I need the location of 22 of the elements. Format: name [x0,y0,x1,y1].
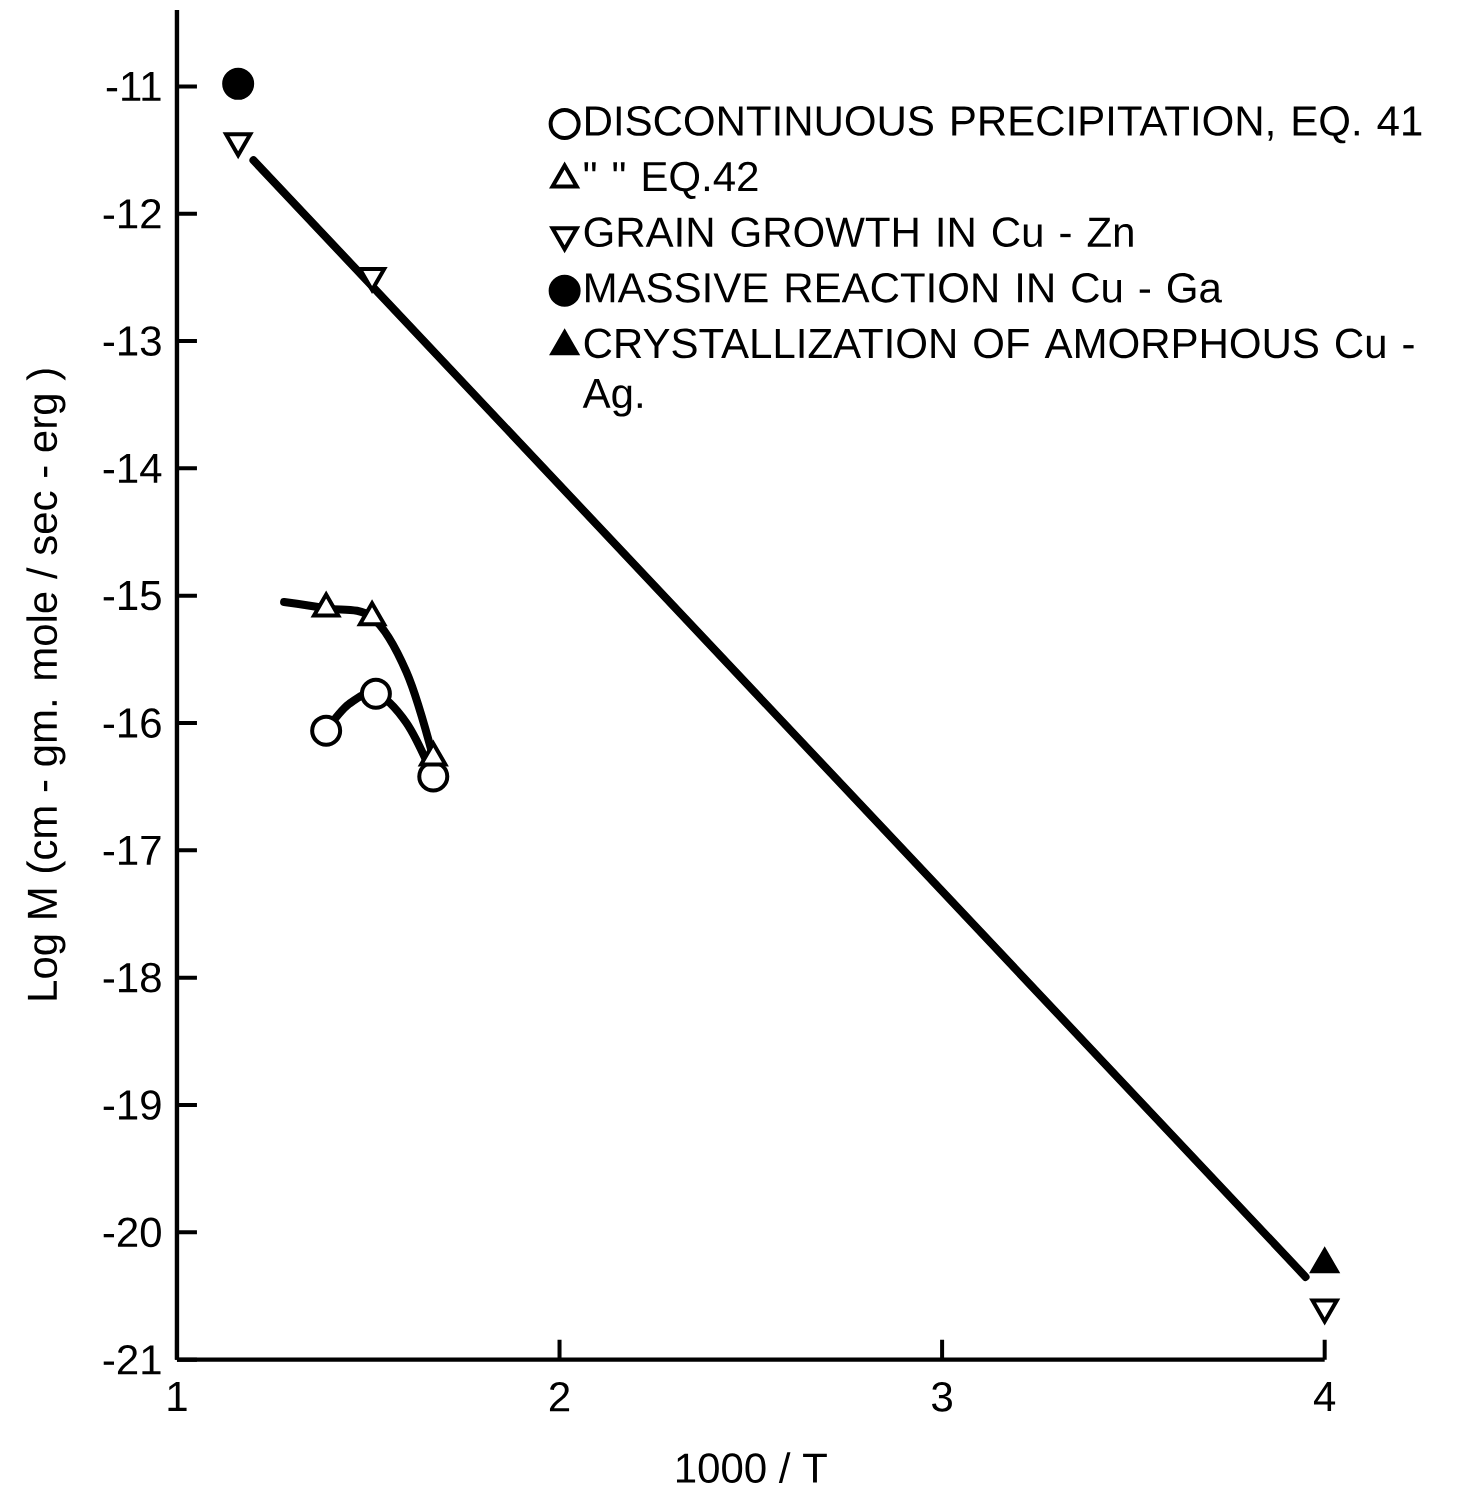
y-tick-label: -20 [103,1217,162,1248]
legend-label: GRAIN GROWTH IN Cu - Zn [584,217,1133,248]
x-tick-label: 1 [168,1382,187,1411]
legend-label: MASSIVE REACTION IN Cu - Ga [586,272,1223,303]
y-tick-label: -15 [103,581,161,611]
y-tick-label: -11 [107,71,161,101]
y-axis-title: Log M (cm - gm. mole / sec - erg ) [26,369,66,1000]
x-tick-label: 3 [932,1382,953,1412]
y-tick-label: -18 [103,962,161,993]
x-tick-label: 2 [550,1382,570,1412]
legend-label: " " EQ.42 [584,161,758,199]
y-tick-label: -21 [103,1345,161,1375]
y-tick-label: -12 [103,199,161,229]
y-tick-label: -17 [103,835,161,865]
x-tick-label: 4 [1314,1382,1336,1411]
legend-label: CRYSTALLIZATION OF AMORPHOUS Cu - Ag. [582,328,1414,417]
legend-label: DISCONTINUOUS PRECIPITATION, EQ. 41 [586,106,1422,144]
y-tick-label: -19 [103,1090,161,1120]
y-tick-label: -14 [103,453,162,483]
x-axis-title: 1000 / T [677,1452,828,1483]
y-tick-label: -16 [103,708,161,738]
y-tick-label: -13 [103,326,161,356]
